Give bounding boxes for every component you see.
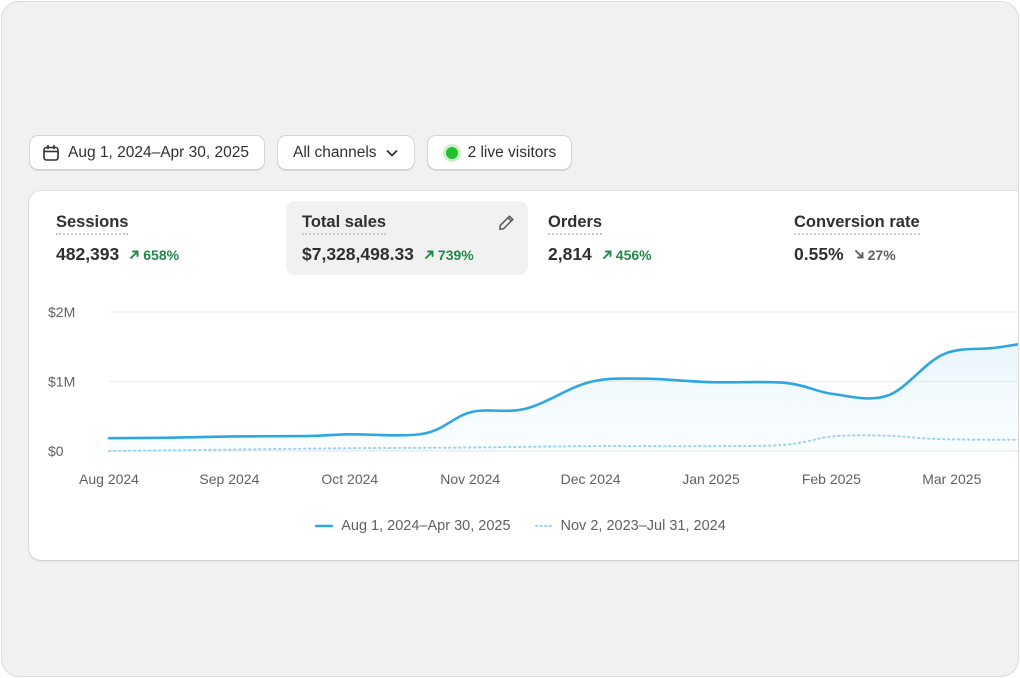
chart-legend: Aug 1, 2024–Apr 30, 2025 Nov 2, 2023–Jul…	[29, 518, 1012, 534]
legend-item-primary[interactable]: Aug 1, 2024–Apr 30, 2025	[315, 518, 511, 534]
metric-delta-value: 739%	[437, 246, 474, 263]
metric-label: Conversion rate	[794, 213, 920, 235]
calendar-icon	[42, 144, 60, 162]
metric-value: 0.55%	[794, 244, 844, 264]
arrow-down-right-icon	[854, 250, 864, 259]
x-tick-label: Jan 2025	[682, 471, 740, 487]
y-tick-label: $0	[48, 443, 64, 459]
filter-toolbar: Aug 1, 2024–Apr 30, 2025 All channels 2 …	[29, 135, 573, 170]
metric-value: 2,814	[548, 244, 592, 264]
live-visitors-label: 2 live visitors	[467, 143, 557, 161]
metric-orders[interactable]: Orders 2,814 456%	[532, 201, 774, 275]
primary-series-line	[107, 342, 1018, 440]
x-tick-label: Nov 2024	[440, 471, 500, 487]
legend-swatch-dotted	[534, 525, 553, 527]
x-tick-label: Oct 2024	[321, 471, 378, 487]
x-tick-label: Mar 2025	[922, 471, 981, 487]
comparison-series-line	[108, 434, 1018, 452]
y-tick-label: $2M	[48, 304, 75, 320]
chevron-down-icon	[385, 146, 399, 160]
metric-delta-value: 658%	[143, 246, 180, 263]
metric-delta: 456%	[602, 247, 652, 263]
legend-label: Nov 2, 2023–Jul 31, 2024	[560, 518, 726, 534]
metric-conversion-rate[interactable]: Conversion rate 0.55% 27%	[778, 201, 1018, 275]
metric-total-sales[interactable]: Total sales $7,328,498.33 739%	[286, 201, 528, 275]
metric-value: 482,393	[56, 244, 120, 264]
metric-delta-value: 456%	[615, 246, 652, 263]
metric-sessions[interactable]: Sessions 482,393 658%	[40, 201, 282, 275]
x-tick-label: Aug 2024	[79, 471, 139, 487]
arrow-up-right-icon	[130, 250, 139, 259]
arrow-up-right-icon	[424, 250, 434, 259]
metric-label: Orders	[548, 213, 603, 235]
x-tick-label: Dec 2024	[561, 471, 621, 487]
legend-swatch-solid	[315, 524, 334, 528]
live-indicator-dot	[445, 146, 458, 159]
x-tick-label: Sep 2024	[199, 471, 259, 487]
channels-label: All channels	[292, 143, 377, 161]
legend-item-comparison[interactable]: Nov 2, 2023–Jul 31, 2024	[534, 518, 726, 534]
arrow-up-right-icon	[602, 250, 612, 259]
metric-value: $7,328,498.33	[302, 244, 414, 264]
metric-delta: 27%	[854, 247, 896, 263]
x-tick-label: Feb 2025	[802, 471, 861, 487]
metric-label: Sessions	[56, 213, 129, 235]
y-tick-label: $1M	[48, 374, 75, 390]
primary-series-area	[109, 344, 1018, 451]
metric-delta: 739%	[424, 247, 474, 263]
metric-delta-value: 27%	[867, 246, 896, 263]
analytics-card: Sessions 482,393 658% Total sales $7,328…	[29, 191, 1019, 560]
metric-label: Total sales	[302, 213, 387, 235]
pencil-icon[interactable]	[497, 213, 516, 237]
channels-dropdown[interactable]: All channels	[276, 135, 415, 170]
metric-delta: 658%	[129, 247, 179, 263]
legend-label: Aug 1, 2024–Apr 30, 2025	[341, 518, 511, 534]
live-visitors-button[interactable]: 2 live visitors	[426, 135, 573, 170]
date-range-picker[interactable]: Aug 1, 2024–Apr 30, 2025	[29, 135, 265, 170]
date-range-label: Aug 1, 2024–Apr 30, 2025	[68, 143, 249, 161]
sales-chart[interactable]: $0 $1M $2M Aug 2024 Sep 2024 Oct 2024 Nov 202…	[29, 291, 1019, 496]
